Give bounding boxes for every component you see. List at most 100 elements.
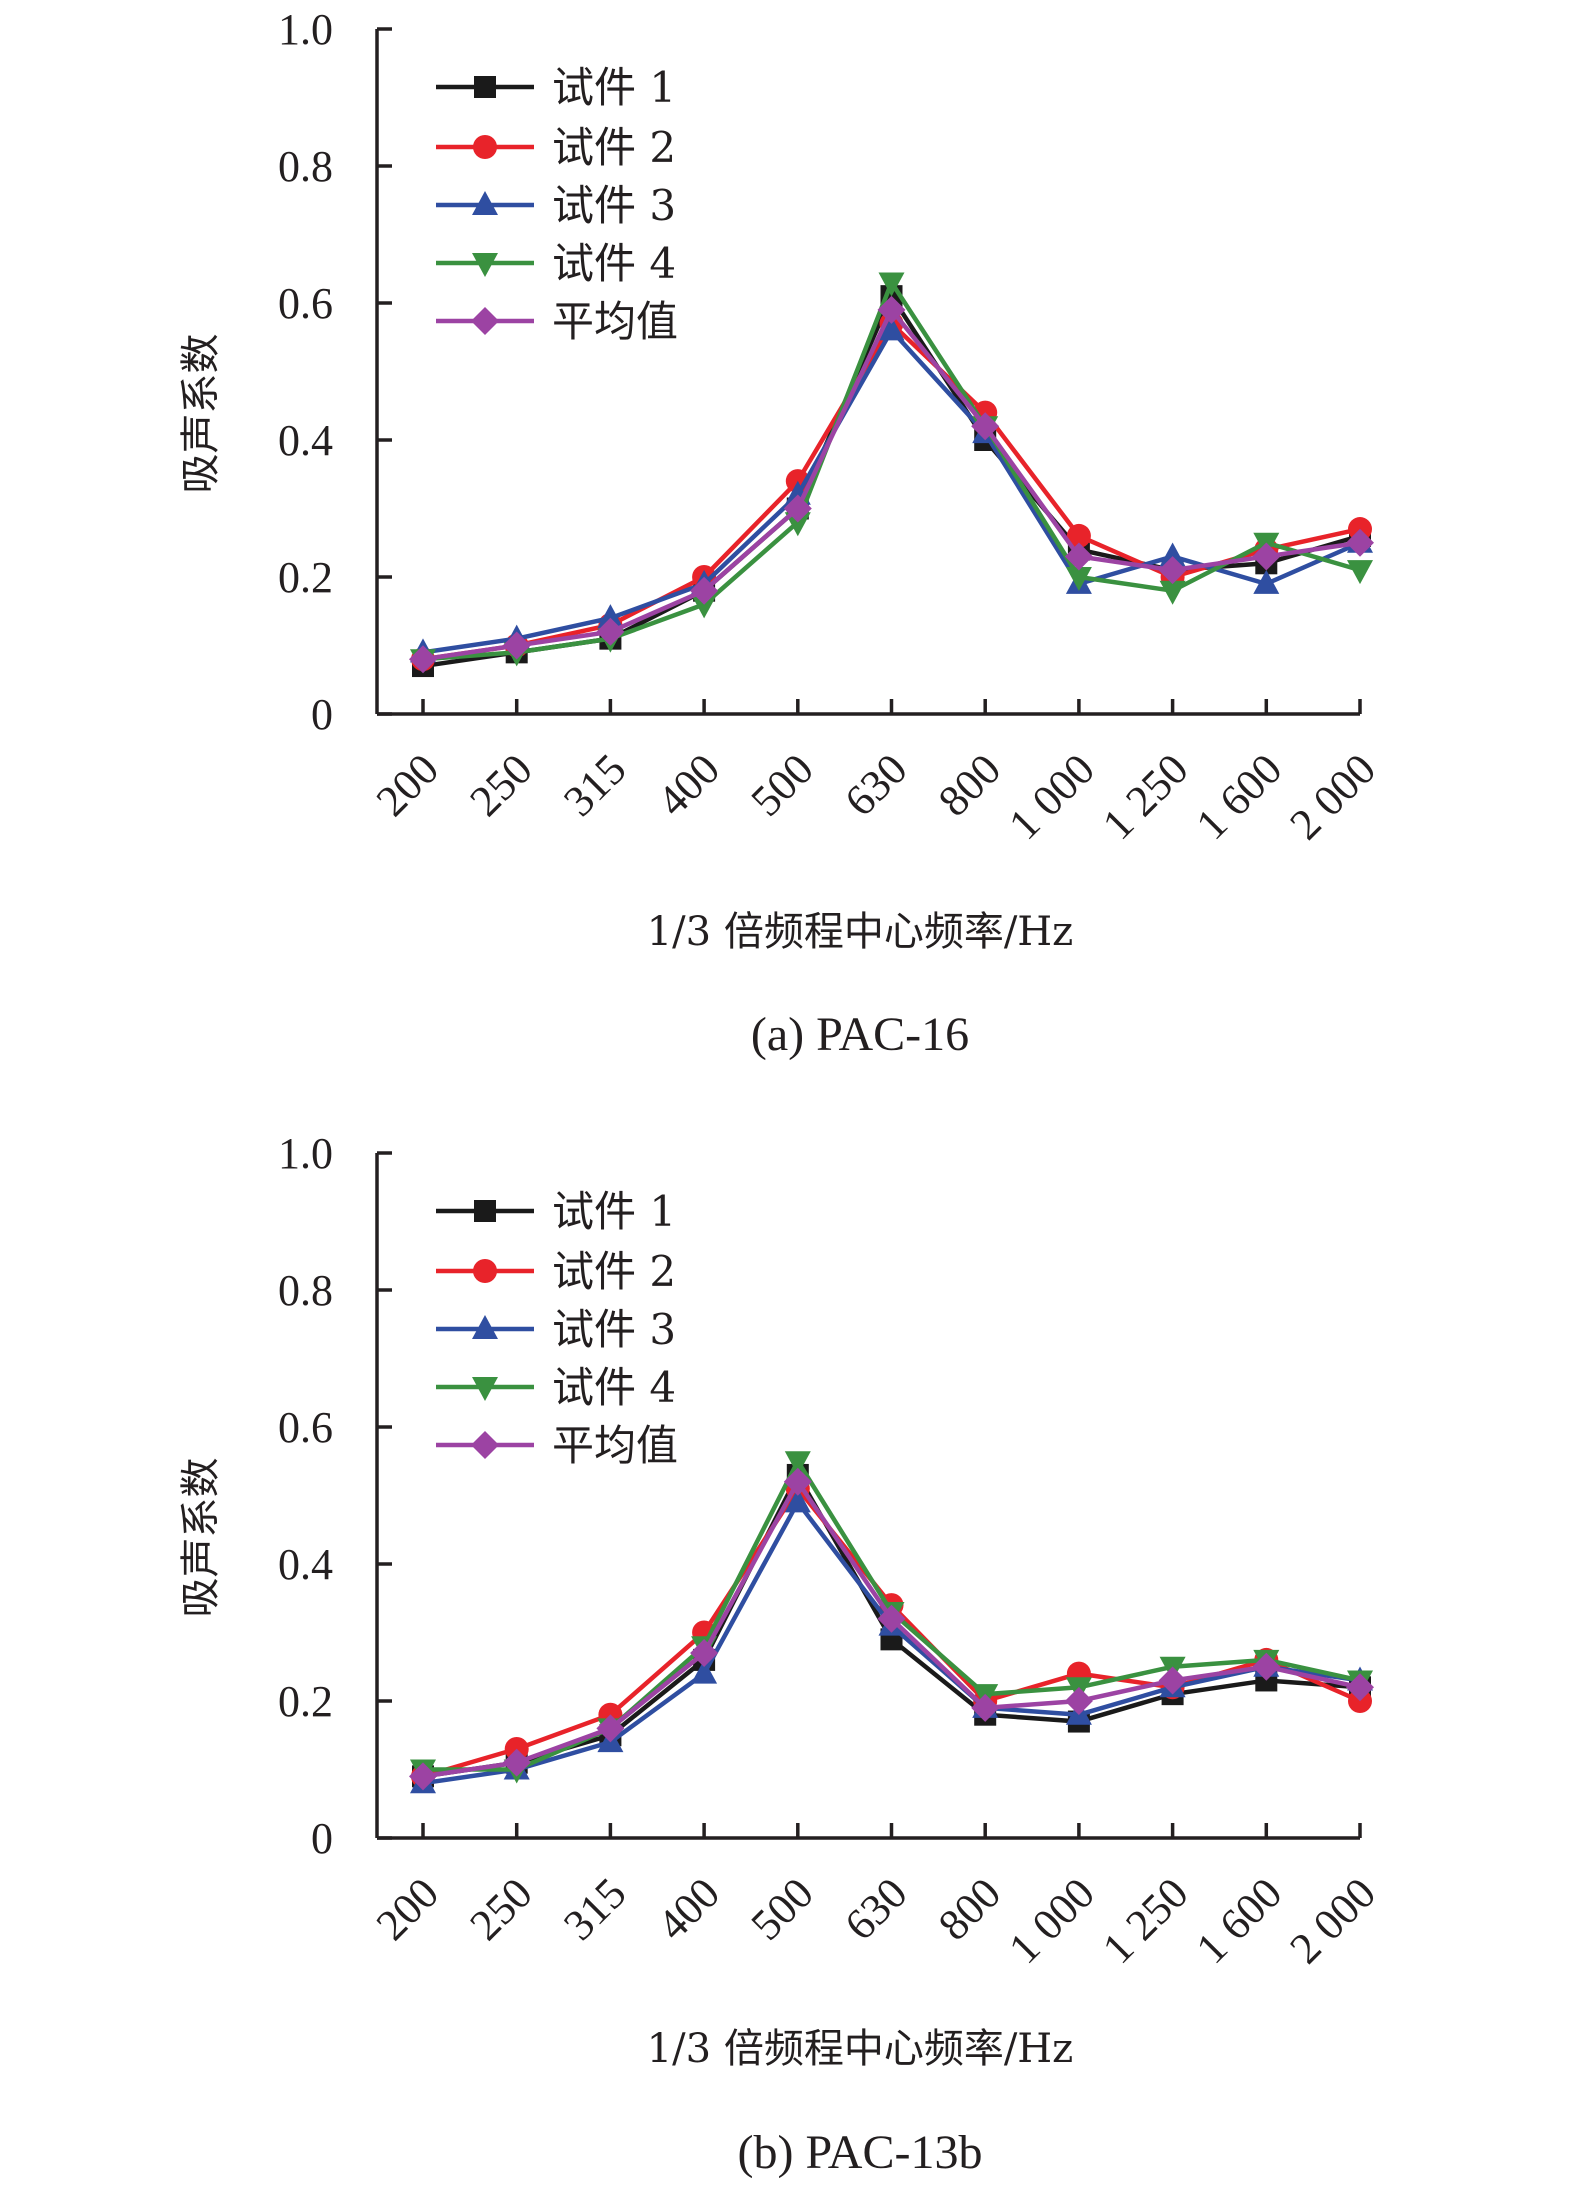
data-point	[409, 645, 437, 674]
legend-label: 试件 1	[552, 1187, 676, 1236]
data-point	[1159, 580, 1186, 605]
legend-marker	[472, 253, 498, 277]
data-point	[1346, 1673, 1374, 1702]
y-tick-label: 0.6	[278, 279, 333, 328]
data-point	[1159, 542, 1186, 567]
x-axis-title: 1/3 倍频程中心频率/Hz	[647, 2026, 1074, 2072]
x-tick-label: 1 250	[1093, 1868, 1198, 1973]
data-point	[1252, 542, 1281, 571]
y-tick-label: 0	[311, 1814, 333, 1863]
x-tick-label: 250	[460, 1868, 541, 1949]
data-point	[1158, 556, 1187, 585]
data-point	[783, 494, 812, 523]
series-5	[409, 295, 1374, 674]
x-tick-label: 200	[367, 744, 448, 825]
y-tick-label: 0.8	[278, 1266, 333, 1315]
legend-label: 试件 4	[552, 1363, 676, 1412]
legend-marker	[472, 1377, 498, 1401]
legend-marker	[473, 135, 497, 159]
legend-label: 平均值	[552, 1421, 678, 1470]
legend-marker	[472, 1315, 498, 1339]
panel-caption: (b) PAC-13b	[738, 2126, 983, 2179]
legend-label: 试件 4	[552, 239, 676, 288]
x-tick-label: 2 000	[1280, 1868, 1385, 1973]
series-3	[410, 316, 1373, 663]
legend-label: 试件 1	[552, 63, 676, 112]
data-point	[690, 576, 719, 605]
data-point	[597, 604, 624, 629]
legend: 试件 1 试件 2 试件 3 试件 4 平均值	[436, 63, 678, 346]
x-tick-label: 630	[835, 1868, 916, 1949]
x-tick-label: 500	[742, 744, 823, 825]
x-tick-label: 1 000	[999, 744, 1104, 849]
legend-marker	[471, 1431, 499, 1459]
legend-label: 试件 2	[552, 123, 676, 172]
data-point	[878, 272, 905, 297]
data-point	[1346, 528, 1374, 557]
series-2	[411, 311, 1372, 672]
data-point	[691, 1659, 718, 1684]
legend-label: 试件 3	[552, 181, 676, 230]
series-line	[422, 305, 1361, 662]
data-point	[783, 1467, 812, 1496]
legend-label: 试件 2	[552, 1247, 676, 1296]
y-tick-label: 0.4	[278, 416, 333, 465]
series-5	[409, 1467, 1374, 1791]
legend-marker	[473, 1259, 497, 1283]
legend-item: 平均值	[436, 1421, 678, 1470]
data-point	[784, 1451, 811, 1476]
data-point	[596, 617, 625, 646]
data-point	[1252, 1652, 1281, 1681]
legend-item: 试件 2	[436, 123, 676, 172]
data-point	[784, 512, 811, 537]
data-point	[1347, 560, 1373, 585]
legend-item: 平均值	[436, 297, 678, 346]
x-tick-label: 1 000	[999, 1868, 1104, 1973]
x-tick-label: 200	[367, 1868, 448, 1949]
legend-marker	[474, 1200, 496, 1222]
data-point	[971, 1693, 1000, 1722]
legend-item: 试件 4	[436, 239, 676, 288]
data-point	[784, 1488, 811, 1513]
data-point	[877, 1604, 906, 1633]
x-tick-label: 400	[648, 1868, 729, 1949]
y-tick-label: 1.0	[278, 5, 333, 54]
y-axis-title: 吸声系数	[178, 334, 224, 494]
y-tick-label: 0.2	[278, 553, 333, 602]
x-tick-label: 315	[554, 744, 635, 825]
data-point	[690, 1639, 719, 1668]
data-point	[596, 1714, 625, 1743]
legend-marker	[472, 191, 498, 215]
legend-label: 试件 3	[552, 1305, 676, 1354]
legend-item: 试件 1	[436, 63, 676, 112]
series-line	[422, 319, 1361, 662]
data-point	[971, 412, 1000, 441]
y-axis-title: 吸声系数	[178, 1458, 224, 1618]
x-tick-label: 1 600	[1187, 1868, 1292, 1973]
x-tick-label: 800	[929, 744, 1010, 825]
x-axis-title: 1/3 倍频程中心频率/Hz	[647, 909, 1074, 955]
x-tick-label: 2 000	[1280, 744, 1385, 849]
y-tick-label: 0.6	[278, 1403, 333, 1452]
legend-item: 试件 3	[436, 1305, 676, 1354]
y-tick-label: 0.4	[278, 1540, 333, 1589]
y-tick-label: 1.0	[278, 1129, 333, 1178]
x-tick-label: 250	[460, 744, 541, 825]
x-tick-label: 1 250	[1093, 744, 1198, 849]
y-tick-label: 0	[311, 690, 333, 739]
x-tick-label: 630	[835, 744, 916, 825]
data-point	[691, 594, 718, 619]
legend-marker	[471, 307, 499, 335]
data-point	[1064, 1687, 1093, 1715]
data-point	[502, 631, 531, 660]
legend: 试件 1 试件 2 试件 3 试件 4 平均值	[436, 1187, 678, 1470]
legend-label: 平均值	[552, 297, 678, 346]
legend-item: 试件 4	[436, 1363, 676, 1412]
legend-item: 试件 3	[436, 181, 676, 230]
data-point	[502, 1748, 531, 1777]
legend-item: 试件 1	[436, 1187, 676, 1236]
x-tick-label: 315	[554, 1868, 635, 1949]
data-point	[878, 316, 905, 341]
